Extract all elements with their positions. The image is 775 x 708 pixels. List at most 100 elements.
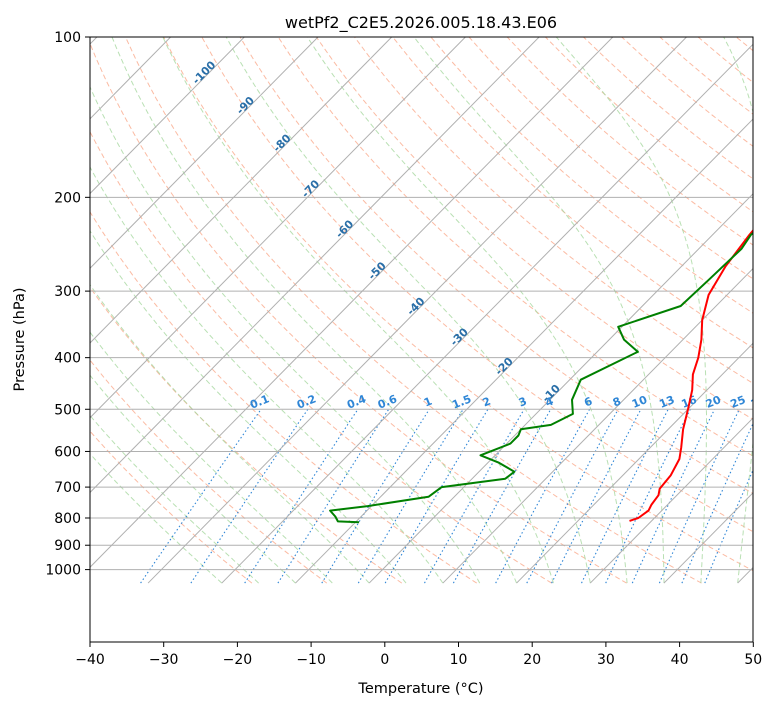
isotherm-label: -90 bbox=[234, 94, 257, 117]
mixing-ratio-line bbox=[384, 409, 489, 584]
y-tick-label: 100 bbox=[54, 30, 81, 46]
isotherm-line bbox=[663, 492, 753, 584]
y-tick-label: 600 bbox=[54, 444, 81, 460]
x-tick-label: 30 bbox=[597, 652, 615, 668]
moist-adiabats bbox=[90, 37, 753, 584]
moist-adiabat-line bbox=[90, 283, 370, 584]
x-tick-label: 20 bbox=[523, 652, 541, 668]
dry-adiabat-line bbox=[163, 37, 753, 572]
dry-adiabat-line bbox=[90, 286, 403, 584]
isotherm-line bbox=[516, 342, 753, 584]
plot-frame bbox=[89, 36, 754, 643]
dry-adiabat-line bbox=[239, 37, 753, 494]
y-tick-label: 800 bbox=[54, 511, 81, 527]
mixing-ratio-label: 8 bbox=[611, 395, 623, 410]
isotherm-line bbox=[737, 566, 753, 584]
mixing-ratio-label: 20 bbox=[704, 393, 723, 411]
mixing-ratio-label: 10 bbox=[630, 393, 649, 411]
dry-adiabat-line bbox=[354, 37, 753, 384]
dry-adiabat-line bbox=[90, 130, 552, 584]
x-tick-label: 0 bbox=[380, 652, 389, 668]
mixing-ratio-line bbox=[658, 409, 740, 584]
moist-adiabat-line bbox=[90, 453, 223, 584]
mixing-ratio-line bbox=[495, 409, 591, 584]
dry-adiabat-line bbox=[468, 37, 753, 280]
moist-adiabat-line bbox=[90, 166, 444, 584]
mixing-ratio-line bbox=[452, 409, 552, 584]
dry-adiabat-line bbox=[545, 37, 753, 213]
isotherm-line bbox=[90, 37, 393, 344]
y-axis-title: Pressure (hPa) bbox=[12, 287, 28, 391]
isotherm-line bbox=[589, 417, 753, 584]
isotherm-label: -30 bbox=[448, 325, 471, 348]
moist-adiabat-line bbox=[162, 37, 554, 584]
moist-adiabat-line bbox=[723, 37, 753, 584]
mixing-ratio-line bbox=[357, 409, 464, 584]
y-tick-label: 200 bbox=[54, 190, 81, 206]
chart-title: wetPf2_C2E5.2026.005.18.43.E06 bbox=[285, 13, 557, 33]
dry-adiabat-line bbox=[315, 37, 753, 420]
isotherm-line bbox=[147, 37, 688, 584]
isotherm-line bbox=[90, 37, 614, 568]
moist-adiabat-line bbox=[413, 37, 665, 584]
dry-adiabat-line bbox=[201, 37, 753, 533]
isotherm-line bbox=[368, 193, 753, 584]
moist-adiabat-label: 0 bbox=[764, 417, 775, 432]
isotherm-label: -60 bbox=[333, 217, 356, 240]
x-tick-label: −30 bbox=[149, 652, 179, 668]
x-tick-label: 40 bbox=[671, 652, 689, 668]
isotherm-line bbox=[90, 37, 319, 269]
y-tick-label: 300 bbox=[54, 284, 81, 300]
mixing-ratio-line bbox=[277, 408, 390, 584]
mixing-ratio-label: 3 bbox=[517, 395, 529, 410]
dry-adiabat-line bbox=[735, 37, 753, 52]
isotherm-line bbox=[442, 267, 753, 584]
mixing-ratio-line bbox=[704, 468, 753, 584]
mixing-ratio-label: 2 bbox=[481, 395, 493, 410]
mixing-ratio-lines bbox=[140, 408, 753, 584]
moist-adiabat-line bbox=[90, 374, 296, 584]
moist-adiabat-line bbox=[90, 230, 407, 584]
moist-adiabat-line bbox=[306, 37, 628, 584]
x-tick-label: 50 bbox=[744, 652, 762, 668]
mixing-ratio-line bbox=[321, 409, 430, 584]
x-tick-label: −40 bbox=[75, 652, 105, 668]
isotherm-line bbox=[90, 37, 540, 494]
moist-adiabat-line bbox=[90, 331, 333, 584]
mixing-ratio-line bbox=[140, 408, 262, 584]
mixing-ratio-line bbox=[190, 408, 309, 584]
isotherm-label: -50 bbox=[366, 259, 389, 282]
y-tick-label: 900 bbox=[54, 538, 81, 554]
isotherms bbox=[90, 37, 753, 584]
mixing-ratio-line bbox=[631, 409, 716, 584]
isotherm-line bbox=[295, 118, 753, 584]
plot-area: -100-90-80-70-60-50-40-30-20-100.1 0.2 0.4… bbox=[90, 37, 775, 584]
isotherm-line bbox=[90, 37, 172, 120]
temperature-profile bbox=[629, 229, 753, 522]
y-tick-label: 700 bbox=[54, 480, 81, 496]
mixing-ratio-line bbox=[244, 408, 359, 584]
pressure-gridlines bbox=[90, 37, 753, 571]
dry-adiabat-line bbox=[697, 37, 753, 83]
x-tick-label: 10 bbox=[450, 652, 468, 668]
mixing-ratio-line bbox=[424, 409, 525, 584]
dry-adiabat-line bbox=[621, 37, 753, 147]
mixing-ratio-label: 1 bbox=[422, 395, 434, 410]
x-tick-label: −20 bbox=[223, 652, 253, 668]
mixing-ratio-label: 30 bbox=[749, 393, 768, 411]
mixing-ratio-label: 6 bbox=[582, 394, 594, 409]
y-tick-label: 1000 bbox=[45, 563, 81, 579]
sounding-profiles bbox=[329, 229, 753, 524]
isotherm-label: -80 bbox=[270, 131, 293, 154]
isotherm-line bbox=[221, 43, 753, 584]
mixing-ratio-label: 25 bbox=[728, 393, 747, 411]
mixing-ratio-line bbox=[605, 409, 691, 584]
mixing-ratio-line bbox=[551, 409, 642, 584]
mixing-ratio-label: 36 bbox=[770, 393, 775, 411]
isotherm-label: -40 bbox=[404, 295, 427, 318]
moist-adiabat-line bbox=[111, 37, 518, 584]
x-tick-label: −10 bbox=[296, 652, 326, 668]
dry-adiabat-line bbox=[392, 37, 753, 349]
dewpoint-profile bbox=[329, 231, 753, 524]
